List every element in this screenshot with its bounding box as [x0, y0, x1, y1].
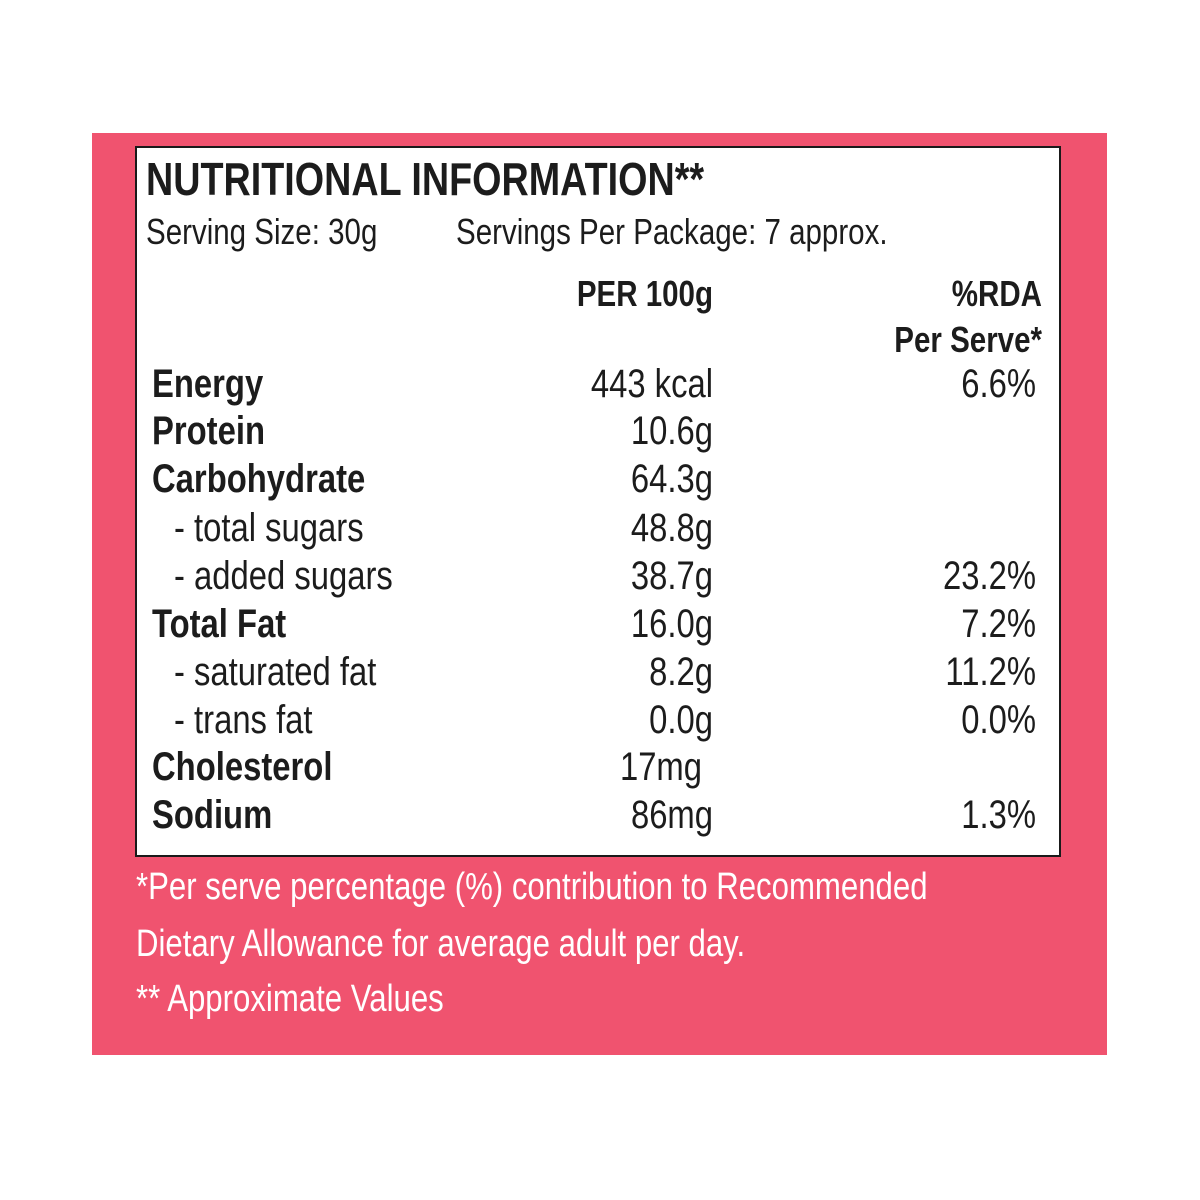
row-per-100g: 443 kcal — [590, 362, 713, 406]
row-label: - trans fat — [174, 698, 313, 742]
row-label: - total sugars — [174, 506, 364, 550]
footnote-approx: ** Approximate Values — [136, 978, 444, 1020]
header-per-100g: PER 100g — [576, 273, 713, 314]
row-rda: 0.0% — [961, 698, 1036, 742]
row-per-100g: 0.0g — [649, 698, 713, 742]
row-label: - added sugars — [174, 554, 393, 598]
row-rda: 23.2% — [942, 554, 1036, 598]
row-label: Sodium — [152, 793, 273, 837]
row-label: - saturated fat — [174, 650, 377, 694]
header-rda: %RDA — [951, 273, 1042, 314]
row-label: Protein — [152, 409, 265, 453]
nutrition-table — [135, 146, 1061, 857]
row-per-100g: 8.2g — [649, 650, 713, 694]
row-label: Total Fat — [152, 602, 287, 646]
row-rda: 6.6% — [961, 362, 1036, 406]
footnote-rda-cont: Dietary Allowance for average adult per … — [136, 923, 746, 965]
row-per-100g: 10.6g — [630, 409, 713, 453]
row-per-100g: 48.8g — [630, 506, 713, 550]
row-label: Cholesterol — [152, 745, 333, 789]
servings-per-package: Servings Per Package: 7 approx. — [456, 211, 888, 252]
row-per-100g: 38.7g — [630, 554, 713, 598]
nutrition-title: NUTRITIONAL INFORMATION** — [146, 153, 705, 205]
row-per-100g: 16.0g — [630, 602, 713, 646]
row-rda: 11.2% — [945, 650, 1036, 694]
row-label: Energy — [152, 362, 264, 406]
row-per-100g: 17mg — [619, 745, 702, 789]
row-label: Carbohydrate — [152, 457, 366, 501]
serving-size: Serving Size: 30g — [146, 211, 378, 252]
header-per-serve: Per Serve* — [894, 319, 1042, 360]
row-per-100g: 86mg — [630, 793, 713, 837]
row-per-100g: 64.3g — [630, 457, 713, 501]
footnote-rda: *Per serve percentage (%) contribution t… — [136, 866, 928, 908]
row-rda: 7.2% — [961, 602, 1036, 646]
row-rda: 1.3% — [961, 793, 1036, 837]
